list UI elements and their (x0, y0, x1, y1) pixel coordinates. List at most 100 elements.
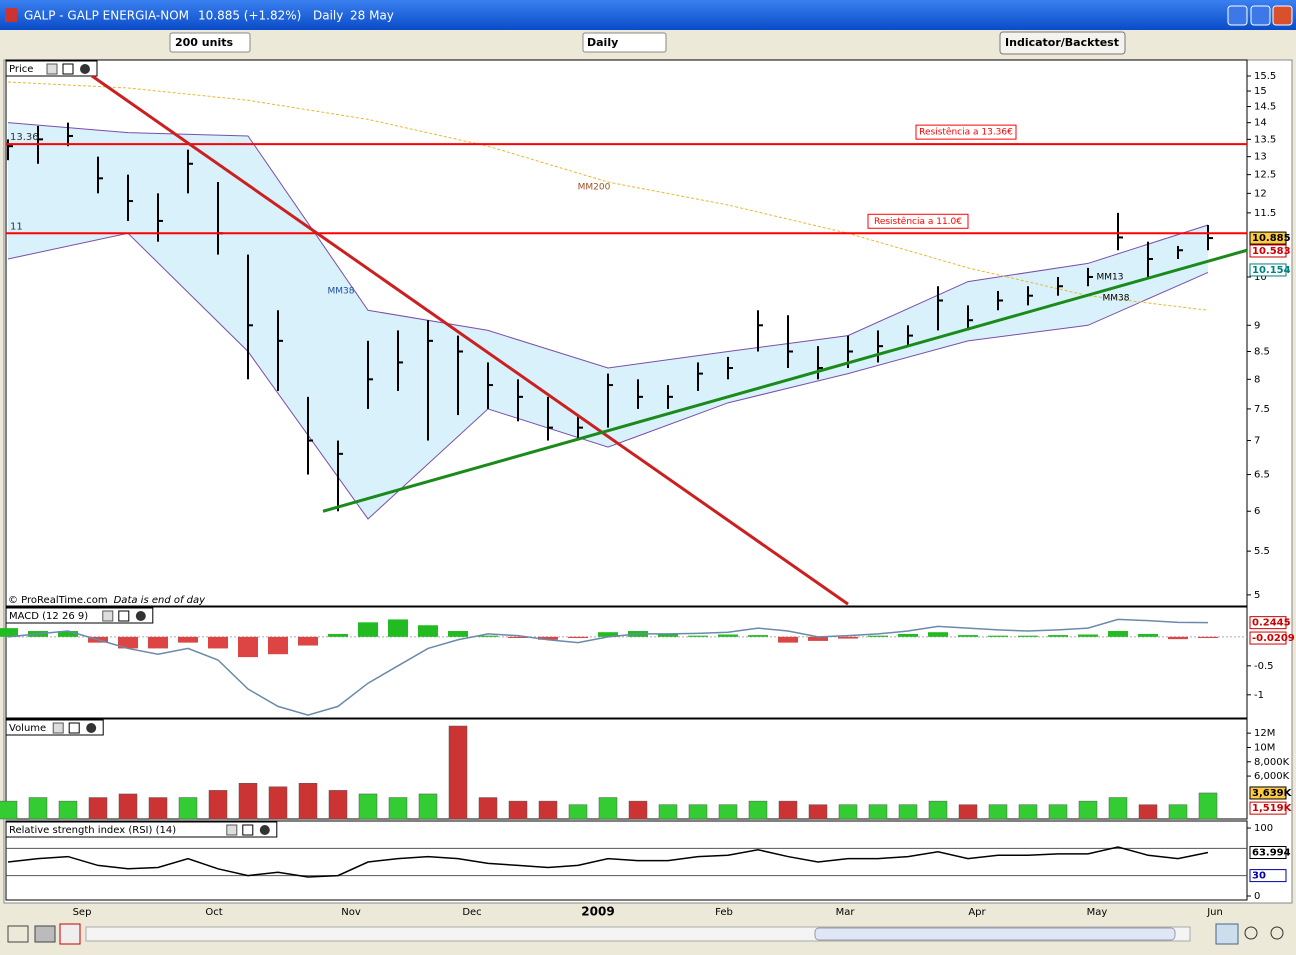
rsi-line (7, 846, 1209, 878)
volume-bar (598, 797, 618, 820)
settings-icon[interactable] (52, 722, 64, 734)
window-icon[interactable] (62, 63, 74, 75)
volume-bar (778, 800, 798, 820)
macd-histogram (808, 636, 828, 641)
y-tick-label: 9 (1254, 320, 1260, 331)
resistance-value: 13.36 (10, 132, 39, 143)
macd-histogram (1108, 631, 1128, 637)
y-tick-label: 14 (1254, 118, 1267, 129)
panel-frame (5, 820, 1248, 901)
volume-bar (358, 793, 378, 820)
panel-title: Price (9, 64, 33, 75)
y-tick-label: 7.5 (1254, 404, 1270, 415)
window-icon[interactable] (118, 610, 130, 622)
footer-note: © ProRealTime.com Data is end of day (8, 595, 206, 606)
resistance-label: Resistência a 11.0€ (874, 216, 962, 227)
note-copyright: © ProRealTime.com (8, 595, 108, 606)
value-marker (1249, 801, 1287, 815)
window-icon[interactable] (68, 722, 80, 734)
close-icon[interactable] (80, 64, 90, 74)
close-button[interactable] (1272, 5, 1293, 26)
macd-histogram (208, 636, 228, 649)
panel-title: Volume (9, 723, 46, 734)
volume-bar (1108, 797, 1128, 820)
y-tick-label: 0 (1254, 891, 1260, 902)
close-icon[interactable] (135, 611, 146, 621)
zoom-out[interactable] (1244, 926, 1258, 940)
panel-frame (5, 718, 1248, 820)
trendline (91, 74, 849, 606)
macd-line (7, 618, 1209, 716)
y-tick-label: 8.5 (1254, 347, 1270, 358)
resistance-label: Resistência a 13.36€ (919, 127, 1013, 138)
trendline (322, 248, 1248, 513)
macd-histogram (268, 636, 288, 655)
zoom-select[interactable] (1215, 923, 1239, 945)
settings-icon[interactable] (102, 610, 114, 622)
value-marker (1249, 263, 1287, 277)
volume-bar (868, 804, 888, 820)
macd-histogram (178, 636, 198, 643)
volume-bar (748, 800, 768, 820)
delete-icon[interactable] (59, 923, 81, 945)
y-tick-label: 7 (1254, 436, 1260, 447)
quote: 10.885 (+1.82%) (198, 9, 301, 23)
print-icon[interactable] (34, 925, 56, 943)
volume-bar (1078, 800, 1098, 820)
volume-bar (418, 793, 438, 820)
y-tick-label: 5 (1254, 590, 1260, 601)
close-icon[interactable] (259, 825, 270, 835)
volume-bar (658, 804, 678, 820)
value-marker (1249, 845, 1287, 859)
macd-histogram (568, 636, 588, 638)
macd-histogram (658, 633, 678, 637)
y-tick-label: 8 (1254, 374, 1260, 385)
macd-histogram (1168, 636, 1188, 640)
settings-icon[interactable] (46, 63, 58, 75)
macd-histogram (1048, 635, 1068, 637)
zoom-in[interactable] (1270, 926, 1284, 940)
macd-histogram (328, 633, 348, 637)
value-marker (1249, 631, 1287, 645)
interval-value: Daily (587, 36, 618, 49)
window-icon[interactable] (242, 824, 254, 836)
macd-histogram (148, 636, 168, 649)
interval-dropdown[interactable] (582, 32, 667, 53)
volume-bar (1048, 804, 1068, 820)
value-marker (1249, 786, 1287, 800)
macd-histogram (688, 635, 708, 637)
y-tick-label: 11.5 (1254, 208, 1276, 219)
volume-bar (178, 797, 198, 820)
value-marker-label: 10.583 (1252, 246, 1291, 257)
macd-histogram (718, 634, 738, 637)
units-dropdown[interactable] (169, 32, 251, 53)
y-tick-label: 10M (1254, 742, 1275, 753)
y-tick-label: 13.5 (1254, 134, 1276, 145)
ma-label: MM38 (1103, 294, 1130, 304)
macd-histogram (388, 619, 408, 637)
indicator-label: Indicator/Backtest (1005, 36, 1119, 49)
y-tick-label: 8,000K (1254, 757, 1290, 768)
volume-bar (1198, 792, 1218, 820)
scroll-thumb[interactable] (814, 927, 1176, 941)
value-marker-label: 0.2445 (1252, 618, 1291, 629)
x-tick-label: Sep (73, 907, 92, 918)
value-marker-label: 1,519K (1252, 803, 1293, 814)
indicator-button[interactable] (999, 31, 1126, 55)
mail-icon[interactable] (7, 925, 29, 943)
value-marker-label: 10.154 (1252, 265, 1291, 276)
close-icon[interactable] (86, 723, 97, 733)
volume-bar (1018, 804, 1038, 820)
volume-bar (28, 797, 48, 820)
minimize-button[interactable] (1227, 5, 1248, 26)
macd-histogram (838, 636, 858, 639)
volume-bar (808, 804, 828, 820)
volume-bar (238, 782, 258, 820)
panel-frame (5, 59, 1248, 607)
volume-bar (628, 800, 648, 820)
settings-icon[interactable] (226, 824, 238, 836)
x-tick-label: Feb (715, 907, 733, 918)
volume-bar (328, 790, 348, 820)
volume-bar (1168, 804, 1188, 820)
maximize-button[interactable] (1250, 5, 1271, 26)
